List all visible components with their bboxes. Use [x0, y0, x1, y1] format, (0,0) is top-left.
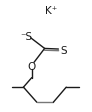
Text: S: S: [61, 46, 67, 56]
Text: K⁺: K⁺: [45, 6, 58, 16]
Text: O: O: [28, 61, 36, 71]
Text: ⁻S: ⁻S: [20, 32, 32, 42]
